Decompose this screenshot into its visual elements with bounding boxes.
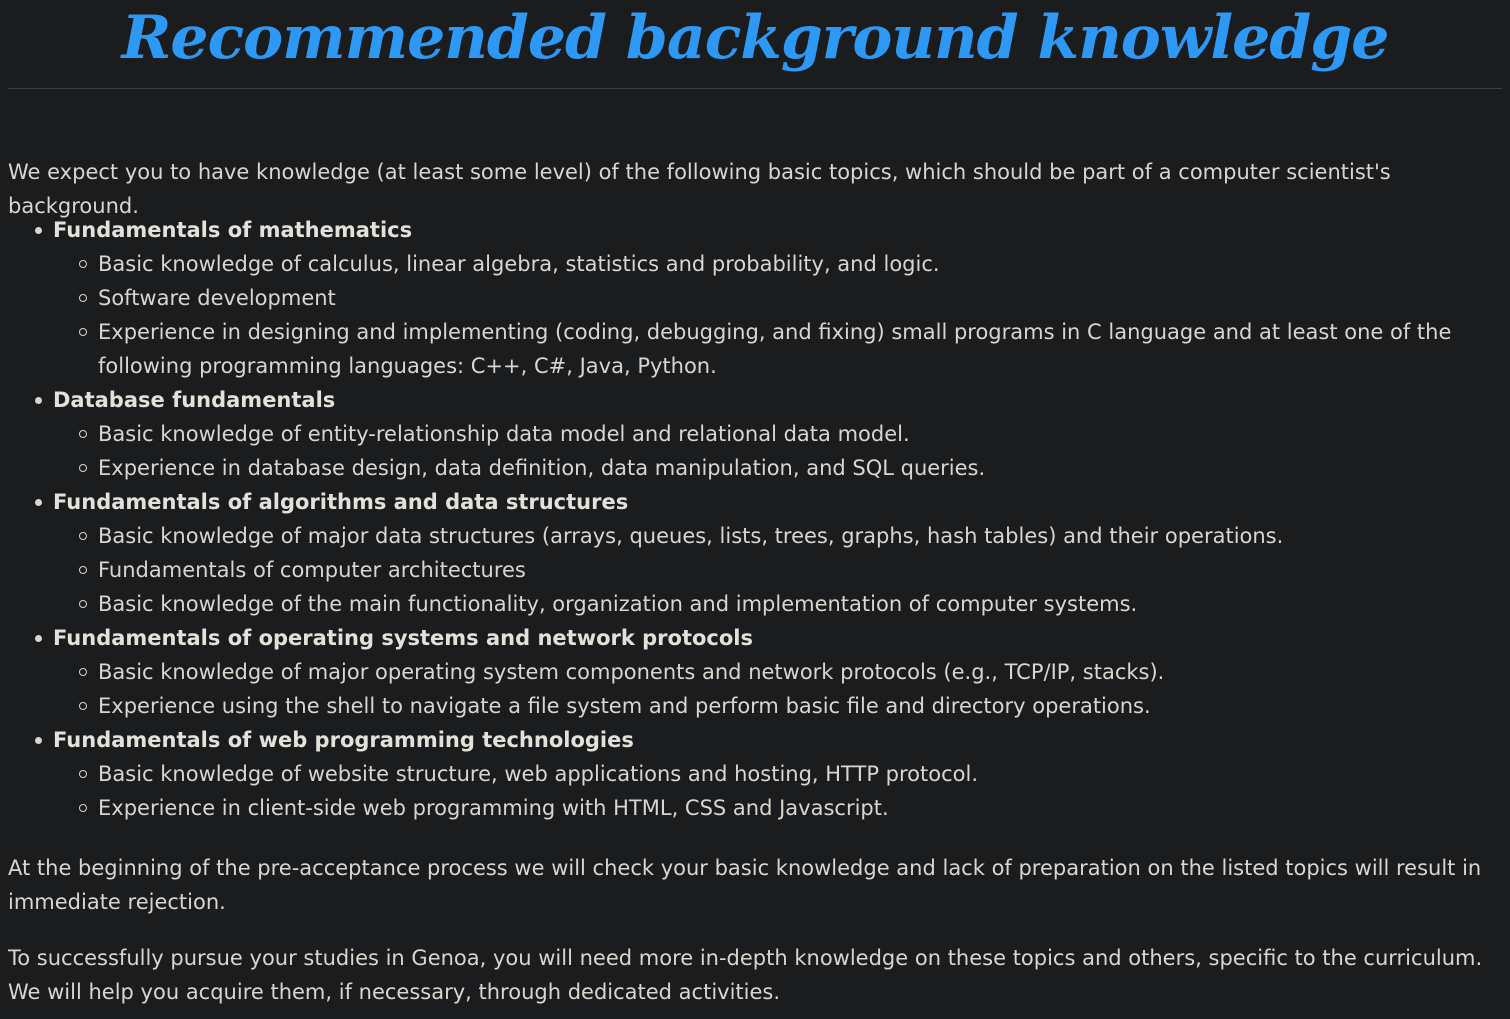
list-item: Basic knowledge of the main functionalit… [79,587,1503,621]
topic-title: Fundamentals of web programming technolo… [53,728,634,752]
list-item: Basic knowledge of website structure, we… [79,757,1503,791]
rejection-notice-paragraph: At the beginning of the pre-acceptance p… [8,856,1482,914]
topic-items: Basic knowledge of entity-relationship d… [53,417,1503,485]
list-item: Basic knowledge of entity-relationship d… [79,417,1503,451]
topic-items: Basic knowledge of website structure, we… [53,757,1503,825]
topic-items: Basic knowledge of major operating syste… [53,655,1503,723]
topic-title: Fundamentals of mathematics [53,218,413,242]
topic-title: Database fundamentals [53,388,336,412]
topic-operating-systems: Fundamentals of operating systems and ne… [35,621,1503,723]
list-item: Software development [79,281,1503,315]
topic-mathematics: Fundamentals of mathematics Basic knowle… [35,213,1503,383]
topic-database: Database fundamentals Basic knowledge of… [35,383,1503,485]
list-item: Experience using the shell to navigate a… [79,689,1503,723]
list-item: Basic knowledge of major operating syste… [79,655,1503,689]
topic-title: Fundamentals of algorithms and data stru… [53,490,629,514]
topic-items: Basic knowledge of calculus, linear alge… [53,247,1503,383]
list-item: Fundamentals of computer architectures [79,553,1503,587]
title-divider [8,88,1502,89]
topic-algorithms: Fundamentals of algorithms and data stru… [35,485,1503,621]
intro-paragraph: We expect you to have knowledge (at leas… [8,160,1391,218]
topics-list: Fundamentals of mathematics Basic knowle… [8,213,1503,825]
list-item: Basic knowledge of calculus, linear alge… [79,247,1503,281]
topic-web-programming: Fundamentals of web programming technolo… [35,723,1503,825]
page-title: Recommended background knowledge [121,3,1390,73]
list-item: Experience in designing and implementing… [79,315,1503,383]
list-item: Basic knowledge of major data structures… [79,519,1503,553]
studies-paragraph: To successfully pursue your studies in G… [8,946,1483,1004]
list-item: Experience in database design, data defi… [79,451,1503,485]
list-item: Experience in client-side web programmin… [79,791,1503,825]
topic-title: Fundamentals of operating systems and ne… [53,626,754,650]
topic-items: Basic knowledge of major data structures… [53,519,1503,621]
